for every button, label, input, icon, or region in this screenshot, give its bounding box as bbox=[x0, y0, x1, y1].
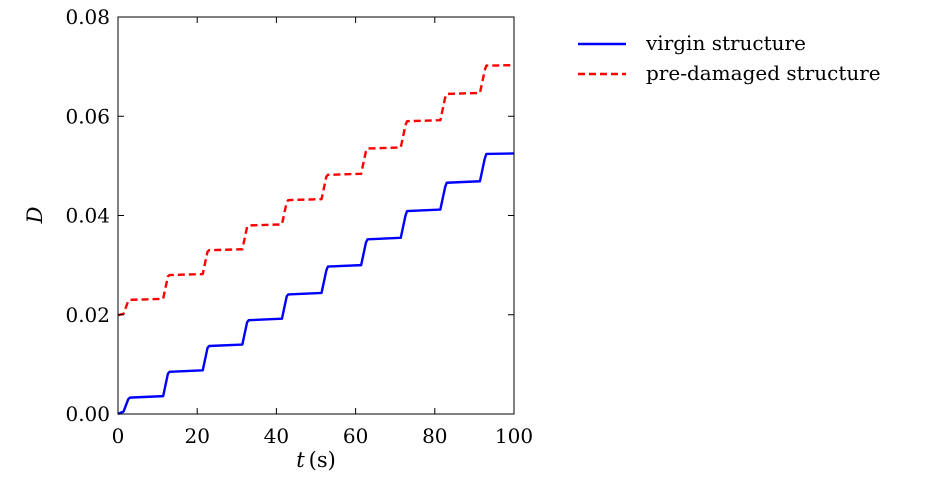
x-axis-variable: t bbox=[296, 448, 305, 472]
plot-area bbox=[117, 16, 515, 416]
x-tick-label: 80 bbox=[422, 424, 447, 448]
x-tick-label: 0 bbox=[112, 424, 125, 448]
y-tick-label: 0.08 bbox=[65, 5, 110, 29]
axes-frame bbox=[117, 16, 515, 415]
y-axis: 0.00 0.02 0.04 0.06 0.08 bbox=[65, 5, 514, 426]
y-tick-label: 0.00 bbox=[65, 402, 110, 426]
y-tick-label: 0.02 bbox=[65, 303, 110, 327]
x-axis-label: t (s) bbox=[296, 448, 336, 472]
x-axis-unit: (s) bbox=[309, 448, 336, 472]
y-tick-label: 0.04 bbox=[65, 204, 110, 228]
x-axis: 0 20 40 60 80 100 bbox=[112, 17, 533, 448]
x-tick-label: 60 bbox=[343, 424, 368, 448]
x-tick-label: 100 bbox=[495, 424, 533, 448]
series-line-2 bbox=[117, 63, 515, 317]
y-tick-label: 0.06 bbox=[65, 104, 110, 128]
x-tick-label: 40 bbox=[264, 424, 289, 448]
y-axis-label: D bbox=[23, 206, 47, 224]
series-layer bbox=[117, 63, 515, 416]
x-tick-label: 20 bbox=[184, 424, 209, 448]
legend: virgin structure pre-damaged structure bbox=[578, 31, 881, 85]
series-line-1 bbox=[117, 152, 515, 416]
legend-label-1: virgin structure bbox=[645, 31, 806, 55]
legend-label-2: pre-damaged structure bbox=[646, 61, 881, 85]
